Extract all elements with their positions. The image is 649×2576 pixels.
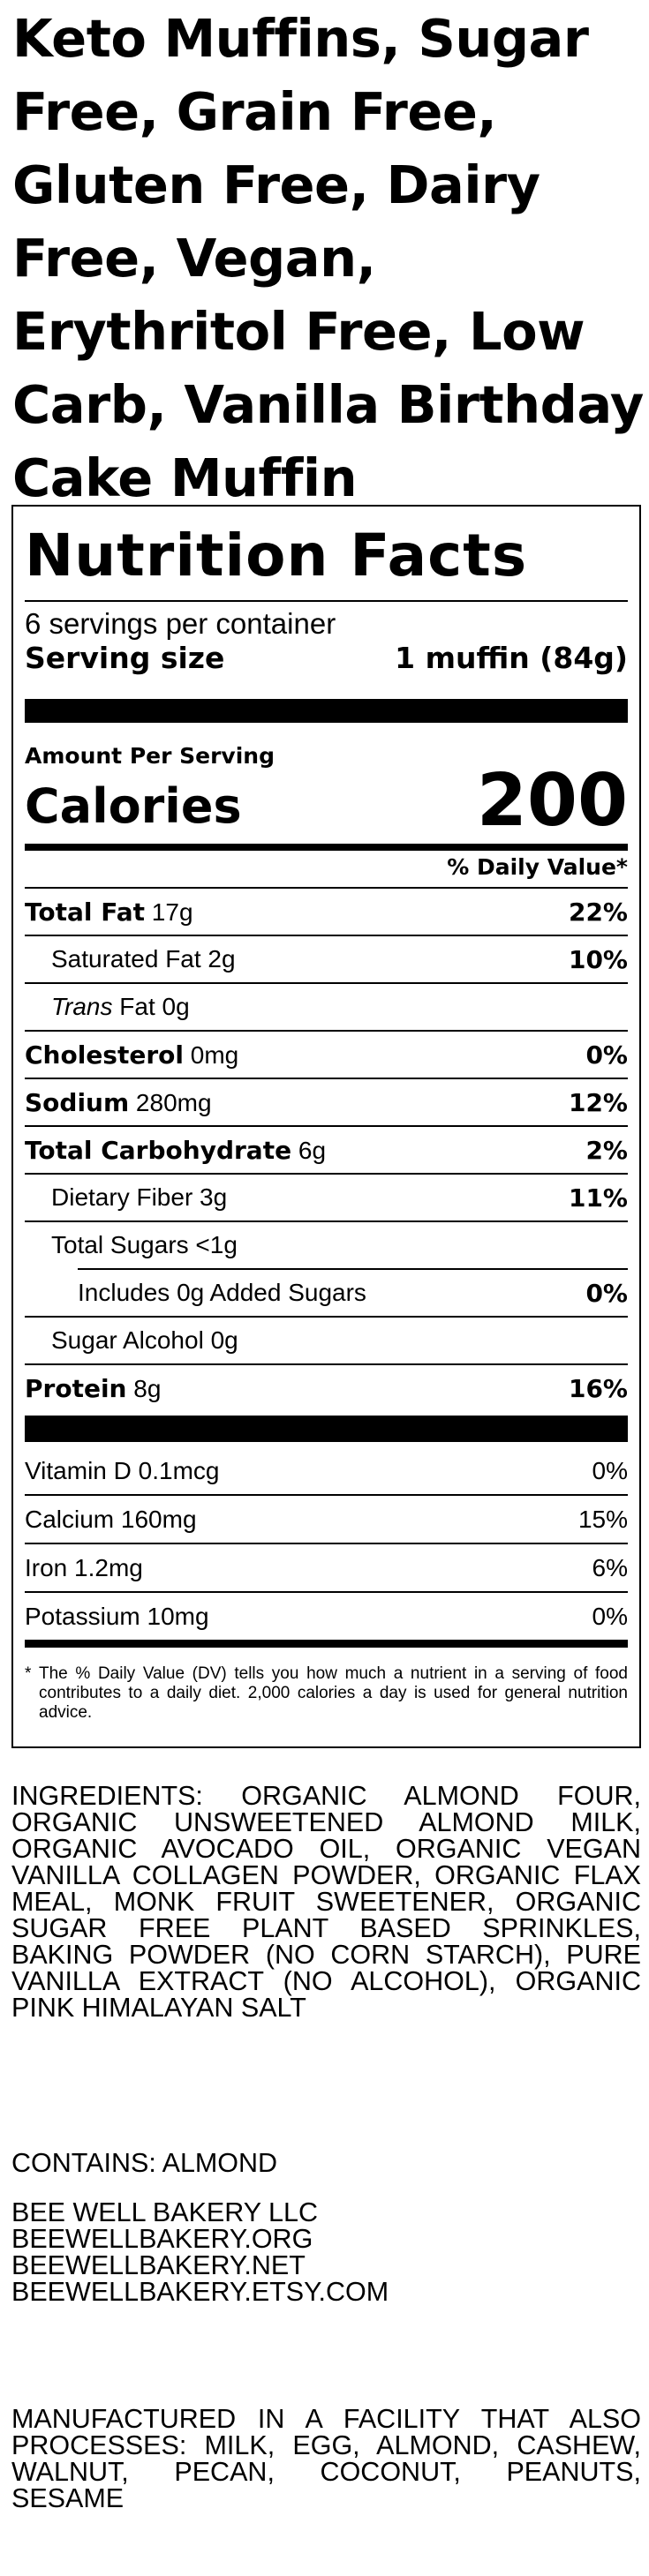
company-name: BEE WELL BAKERY LLC bbox=[11, 2197, 318, 2227]
nutrient-row: Sugar Alcohol 0g bbox=[25, 1318, 628, 1365]
nutrient-name: Total Carbohydrate bbox=[25, 1135, 292, 1165]
nutrient-amount: 8g bbox=[126, 1374, 162, 1402]
nutrient-row: Total Sugars <1g bbox=[25, 1222, 628, 1270]
vitamin-label: Calcium 160mg bbox=[25, 1505, 197, 1533]
vitamin-label: Vitamin D 0.1mcg bbox=[25, 1456, 220, 1484]
daily-value-percent: 10% bbox=[568, 944, 628, 974]
medium-divider bbox=[25, 1640, 628, 1648]
nutrient-row: Protein 8g 16% bbox=[25, 1365, 628, 1411]
nutrient-amount: Saturated Fat 2g bbox=[51, 945, 236, 973]
nutrient-row: Cholesterol 0mg 0% bbox=[25, 1032, 628, 1079]
nutrient-row: Total Carbohydrate 6g 2% bbox=[25, 1127, 628, 1175]
nutrient-name-italic: Trans bbox=[51, 993, 113, 1020]
nutrient-row: Saturated Fat 2g 10% bbox=[25, 936, 628, 984]
calories-row: Calories 200 bbox=[25, 764, 628, 838]
servings-per-container: 6 servings per container bbox=[25, 607, 336, 640]
daily-value-percent: 22% bbox=[568, 897, 628, 927]
divider bbox=[25, 887, 628, 889]
company-website: BEEWELLBAKERY.NET bbox=[11, 2250, 306, 2280]
nutrient-amount: 0mg bbox=[184, 1040, 239, 1069]
vitamin-label: Potassium 10mg bbox=[25, 1602, 209, 1630]
ingredients: INGREDIENTS: ORGANIC ALMOND FOUR, ORGANI… bbox=[11, 1781, 641, 2023]
nutrient-label: Total Fat 17g bbox=[25, 897, 193, 927]
daily-value-percent: 11% bbox=[568, 1183, 628, 1213]
nutrient-amount: 6g bbox=[291, 1136, 327, 1164]
nutrient-name: Protein bbox=[25, 1373, 127, 1403]
daily-value-percent: 16% bbox=[568, 1373, 628, 1403]
amount-per-serving: Amount Per Serving bbox=[25, 743, 275, 769]
nutrient-label: Total Sugars <1g bbox=[51, 1231, 238, 1259]
footnote: * The % Daily Value (DV) tells you how m… bbox=[25, 1664, 628, 1723]
daily-value-percent: 2% bbox=[585, 1135, 628, 1165]
company-website: BEEWELLBAKERY.ORG bbox=[11, 2224, 313, 2254]
footnote-text: The % Daily Value (DV) tells you how muc… bbox=[39, 1664, 628, 1722]
nutrient-name: Total Fat bbox=[25, 897, 146, 927]
calories-value: 200 bbox=[476, 759, 628, 843]
nutrient-label: Sodium 280mg bbox=[25, 1088, 212, 1117]
nutrient-amount: Includes 0g Added Sugars bbox=[78, 1279, 366, 1306]
nutrient-row: Sodium 280mg 12% bbox=[25, 1079, 628, 1127]
nutrient-label: Sugar Alcohol 0g bbox=[51, 1326, 238, 1355]
company-info: BEE WELL BAKERY LLC BEEWELLBAKERY.ORG BE… bbox=[11, 2197, 641, 2307]
thick-divider bbox=[25, 699, 628, 723]
nutrient-amount: Total Sugars <1g bbox=[51, 1231, 238, 1258]
vitamin-row: Potassium 10mg 0% bbox=[25, 1593, 628, 1640]
nutrient-label: Saturated Fat 2g bbox=[51, 945, 236, 973]
daily-value-percent: 0% bbox=[585, 1278, 628, 1308]
company-website: BEEWELLBAKERY.ETSY.COM bbox=[11, 2277, 389, 2307]
nutrient-amount: Sugar Alcohol 0g bbox=[51, 1326, 238, 1354]
vitamin-label: Iron 1.2mg bbox=[25, 1553, 143, 1581]
thick-divider bbox=[25, 1416, 628, 1442]
daily-value-percent: 0% bbox=[592, 1456, 628, 1484]
nutrient-amount: Dietary Fiber 3g bbox=[51, 1183, 228, 1211]
nutrient-amount: 280mg bbox=[129, 1088, 212, 1116]
footnote-asterisk: * bbox=[25, 1664, 32, 1683]
daily-value-percent: 0% bbox=[585, 1040, 628, 1070]
medium-divider bbox=[25, 844, 628, 851]
vitamin-row: Calcium 160mg 15% bbox=[25, 1496, 628, 1544]
serving-size-label: Serving size bbox=[25, 641, 225, 675]
nutrient-name: Cholesterol bbox=[25, 1040, 184, 1070]
serving-size-value: 1 muffin (84g) bbox=[395, 641, 628, 675]
nutrient-amount: 17g bbox=[145, 897, 193, 926]
nutrient-label: Includes 0g Added Sugars bbox=[78, 1279, 366, 1307]
nutrient-rows: Total Fat 17g 22% Saturated Fat 2g 10% Trans… bbox=[25, 889, 628, 1411]
nutrient-name: Sodium bbox=[25, 1087, 130, 1117]
nutrition-facts-heading: Nutrition Facts bbox=[25, 522, 528, 590]
nutrient-row: Trans Fat 0g bbox=[25, 984, 628, 1032]
nutrient-label: Cholesterol 0mg bbox=[25, 1040, 238, 1070]
nutrient-row: Dietary Fiber 3g 11% bbox=[25, 1175, 628, 1222]
nutrient-amount: Fat 0g bbox=[112, 993, 190, 1020]
vitamin-row: Iron 1.2mg 6% bbox=[25, 1544, 628, 1593]
daily-value-header: % Daily Value* bbox=[447, 854, 628, 880]
nutrient-label: Dietary Fiber 3g bbox=[51, 1183, 227, 1212]
product-title: Keto Muffins, Sugar Free, Grain Free, Gl… bbox=[12, 8, 644, 508]
nutrient-row: Includes 0g Added Sugars 0% bbox=[25, 1270, 628, 1318]
daily-value-percent: 12% bbox=[568, 1087, 628, 1117]
nutrient-row: Total Fat 17g 22% bbox=[25, 889, 628, 936]
daily-value-percent: 15% bbox=[577, 1505, 628, 1533]
nutrient-label: Total Carbohydrate 6g bbox=[25, 1136, 326, 1165]
daily-value-percent: 0% bbox=[592, 1602, 628, 1630]
calories-label: Calories bbox=[25, 778, 242, 834]
facility-statement: MANUFACTURED IN A FACILITY THAT ALSO PRO… bbox=[11, 2404, 641, 2513]
vitamin-rows: Vitamin D 0.1mcg 0% Calcium 160mg 15% Iron 1… bbox=[25, 1447, 628, 1640]
daily-value-percent: 6% bbox=[592, 1553, 628, 1581]
nutrient-label: Protein 8g bbox=[25, 1374, 161, 1403]
nutrient-label: Trans Fat 0g bbox=[51, 993, 190, 1021]
vitamin-row: Vitamin D 0.1mcg 0% bbox=[25, 1447, 628, 1496]
divider bbox=[25, 600, 628, 602]
allergen-contains: CONTAINS: ALMOND bbox=[11, 2148, 278, 2178]
serving-size: Serving size 1 muffin (84g) bbox=[25, 641, 628, 675]
nutrition-facts-panel: Nutrition Facts 6 servings per container… bbox=[11, 505, 641, 1748]
